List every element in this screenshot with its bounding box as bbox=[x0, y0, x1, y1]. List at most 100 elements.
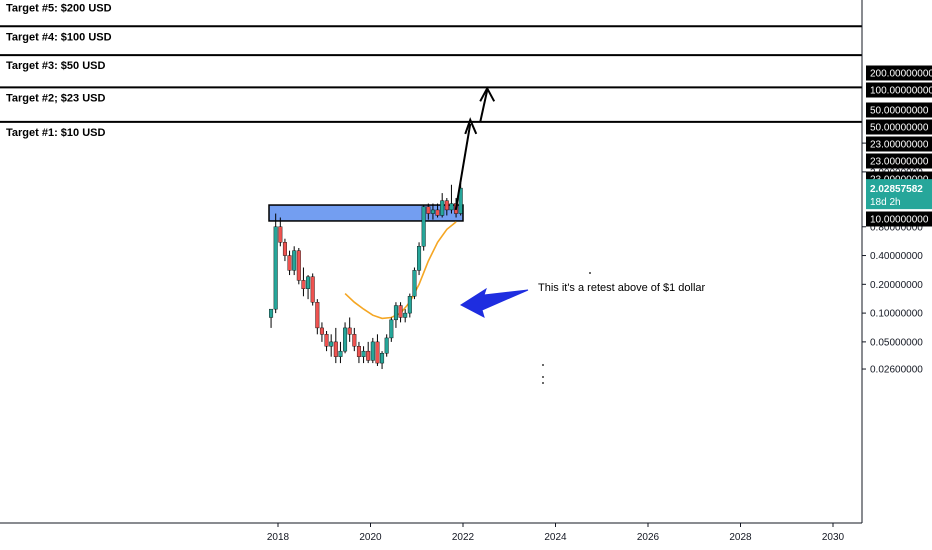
candle-body bbox=[324, 334, 329, 347]
candle bbox=[329, 334, 334, 357]
projection-segment bbox=[479, 90, 489, 123]
candle bbox=[417, 242, 422, 276]
candle bbox=[398, 302, 403, 323]
candle bbox=[301, 267, 306, 297]
candle-body bbox=[444, 200, 449, 211]
blue-pointer-arrow bbox=[460, 287, 529, 318]
annotation-dot bbox=[542, 364, 544, 366]
candle bbox=[319, 322, 324, 342]
candle-body bbox=[370, 341, 375, 361]
price-tick-label: 0.02600000 bbox=[870, 365, 923, 376]
candle bbox=[333, 327, 338, 364]
candle bbox=[338, 341, 343, 364]
axes-layer bbox=[0, 0, 863, 524]
candle bbox=[412, 267, 417, 300]
annotation-dot bbox=[589, 272, 591, 274]
time-tick-label: 2028 bbox=[729, 532, 752, 543]
projection-arrowhead bbox=[479, 86, 496, 102]
candle bbox=[324, 330, 329, 352]
price-tag bbox=[866, 211, 932, 227]
candle bbox=[315, 299, 320, 335]
time-tick-label: 2020 bbox=[359, 532, 382, 543]
candle bbox=[296, 247, 301, 285]
candle bbox=[384, 334, 389, 357]
target-label: Target #5: $200 USD bbox=[6, 3, 112, 15]
candle-body bbox=[347, 327, 352, 335]
support-zone-layer bbox=[268, 204, 464, 222]
price-tag-label: 10.00000000 bbox=[870, 215, 929, 226]
candle-body bbox=[412, 270, 417, 297]
candle-body bbox=[333, 341, 338, 357]
candle bbox=[343, 322, 348, 354]
candle-body bbox=[361, 350, 366, 357]
time-tick-label: 2022 bbox=[452, 532, 475, 543]
price-tick-label: 0.05000000 bbox=[870, 337, 923, 348]
annotation-dot bbox=[542, 376, 544, 378]
price-tag-label: 200.00000000 bbox=[870, 69, 932, 80]
price-tags-layer: 200.00000000 100.00000000 50.00000000 50.00… bbox=[866, 65, 932, 227]
candle-body bbox=[329, 341, 334, 347]
target-label: Target #3: $50 USD bbox=[6, 60, 106, 72]
candle bbox=[435, 203, 440, 218]
candle bbox=[380, 351, 385, 370]
candle-body bbox=[393, 305, 398, 321]
time-tick-label: 2030 bbox=[822, 532, 845, 543]
price-tag-label: 50.00000000 bbox=[870, 106, 929, 117]
candle bbox=[347, 317, 352, 342]
annotation-dot bbox=[542, 382, 544, 384]
candles-layer bbox=[269, 182, 463, 370]
candle-body bbox=[384, 337, 389, 354]
candle-body bbox=[287, 255, 292, 271]
candle-body bbox=[352, 334, 357, 347]
projection-arrowhead bbox=[464, 117, 478, 135]
candle bbox=[356, 341, 361, 364]
price-tag bbox=[866, 65, 932, 81]
candle bbox=[269, 308, 274, 328]
price-tag-label: 50.00000000 bbox=[870, 123, 929, 134]
candle-body bbox=[306, 276, 311, 289]
target-label: Target #1: $10 USD bbox=[6, 127, 106, 139]
candle-body bbox=[338, 350, 343, 357]
candle bbox=[273, 213, 278, 314]
price-tick-label: 0.20000000 bbox=[870, 280, 923, 291]
price-tick-label: 0.80000000 bbox=[870, 222, 923, 233]
candle-body bbox=[426, 206, 431, 214]
candle-body bbox=[301, 280, 306, 289]
candle-body bbox=[366, 350, 371, 361]
candle bbox=[361, 346, 366, 364]
support-zone-box bbox=[268, 204, 464, 222]
candle-body bbox=[458, 187, 463, 214]
candle-body bbox=[296, 250, 301, 281]
candle-body bbox=[375, 341, 380, 364]
candle bbox=[310, 273, 315, 306]
candle bbox=[282, 238, 287, 262]
price-tag bbox=[866, 119, 932, 135]
candle-body bbox=[273, 226, 278, 310]
candle-body bbox=[449, 203, 454, 211]
candle bbox=[430, 203, 435, 220]
candle bbox=[426, 203, 431, 220]
price-tag bbox=[866, 136, 932, 152]
annotations-layer: This it's a retest above of $1 dollar bbox=[454, 86, 706, 384]
candle-body bbox=[343, 327, 348, 352]
candle-body bbox=[310, 276, 315, 303]
price-tag-label: 23.00000000 bbox=[870, 140, 929, 151]
price-tag bbox=[866, 82, 932, 98]
target-label: Target #4: $100 USD bbox=[6, 31, 112, 43]
time-tick-label: 2024 bbox=[544, 532, 567, 543]
candle bbox=[287, 250, 292, 276]
candle-body bbox=[435, 209, 440, 216]
candle bbox=[292, 246, 297, 276]
candle-body bbox=[389, 319, 394, 339]
countdown-label: 18d 2h bbox=[870, 197, 901, 208]
candle-body bbox=[282, 242, 287, 256]
candle-body bbox=[440, 200, 445, 216]
price-tick-label: 0.10000000 bbox=[870, 309, 923, 320]
time-axis-ticks: 2018 2020 2022 2024 2026 2028 2030 bbox=[267, 523, 845, 543]
candle bbox=[403, 309, 408, 323]
candle-body bbox=[421, 206, 426, 247]
candle-body bbox=[398, 305, 403, 318]
target-label: Target #2; $23 USD bbox=[6, 92, 106, 104]
candle bbox=[306, 275, 311, 300]
